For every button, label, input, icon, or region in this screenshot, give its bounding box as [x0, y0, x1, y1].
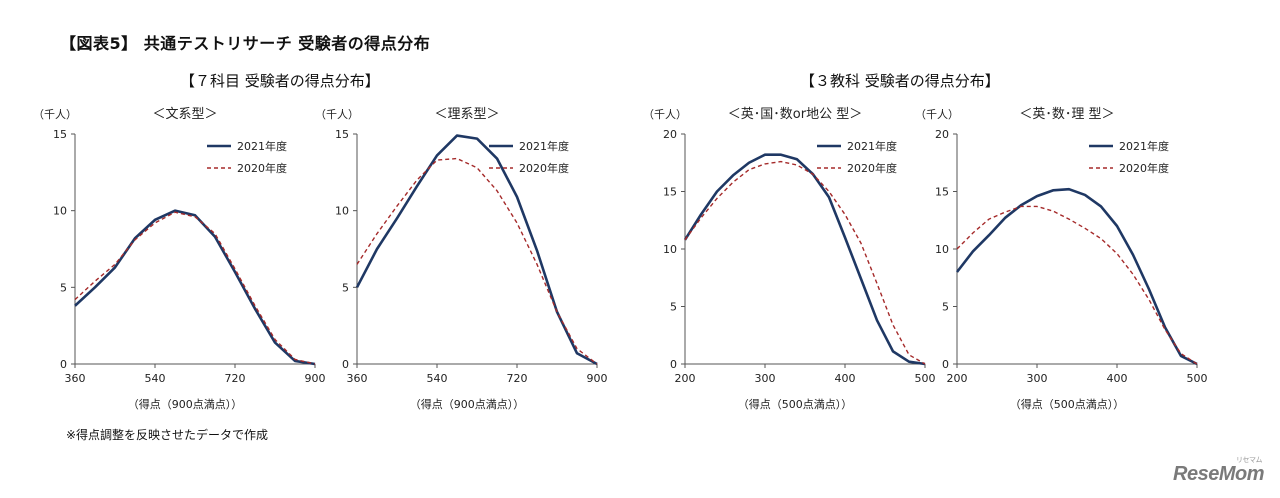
x-tick-label: 300 — [1027, 372, 1048, 385]
y-tick-label: 0 — [60, 358, 67, 371]
y-axis-unit-label: （千人） — [33, 108, 77, 121]
x-axis-label: （得点（500点満点）） — [738, 398, 853, 411]
x-tick-label: 360 — [347, 372, 368, 385]
series-line-2020 — [684, 160, 926, 365]
x-tick-label: 720 — [225, 372, 246, 385]
logo-subtext: リセマム — [1236, 457, 1263, 464]
chart-rikei: ＜理系型＞ （千人） 0 5 10 15 360 540 720 900 （得点（900点満点）） 2… — [315, 107, 608, 411]
x-tick-label: 200 — [675, 372, 696, 385]
x-tick-label: 300 — [755, 372, 776, 385]
y-tick-label: 15 — [335, 128, 349, 141]
legend-label: 2020年度 — [519, 161, 569, 175]
y-tick-label: 20 — [935, 128, 949, 141]
legend-label: 2021年度 — [1119, 139, 1169, 153]
legend-label: 2021年度 — [237, 139, 287, 153]
logo-text: ReseMom — [1173, 463, 1264, 485]
x-tick-label: 720 — [507, 372, 528, 385]
chart-eikokusu: ＜英･国･数or地公 型＞ （千人） 0 5 10 15 20 200 300 400 500 （得点… — [643, 107, 936, 411]
y-tick-label: 0 — [670, 358, 677, 371]
y-tick-label: 5 — [60, 281, 67, 294]
x-tick-label: 500 — [1187, 372, 1208, 385]
x-tick-label: 540 — [427, 372, 448, 385]
chart-title: ＜英･国･数or地公 型＞ — [728, 107, 862, 122]
chart-title: ＜理系型＞ — [434, 107, 499, 122]
x-axis-label: （得点（900点満点）） — [128, 398, 243, 411]
group-title-3subjects: 【３教科 受験者の得点分布】 — [800, 72, 1000, 90]
series-line-2021 — [955, 187, 1198, 366]
y-tick-label: 15 — [53, 128, 67, 141]
y-tick-label: 10 — [335, 205, 349, 218]
x-tick-label: 360 — [65, 372, 86, 385]
footnote: ※得点調整を反映させたデータで作成 — [66, 428, 269, 442]
x-tick-label: 200 — [947, 372, 968, 385]
chart-eisuri: ＜英･数･理 型＞ （千人） 0 5 10 15 20 200 300 400 500 （得点（500… — [915, 107, 1208, 411]
figure-title: 【図表5】 共通テストリサーチ 受験者の得点分布 — [60, 34, 431, 53]
x-axis-label: （得点（900点満点）） — [410, 398, 525, 411]
y-tick-label: 15 — [663, 186, 677, 199]
y-tick-label: 5 — [342, 281, 349, 294]
series-line-2020 — [356, 157, 598, 365]
y-tick-label: 0 — [942, 358, 949, 371]
series-line-2020 — [74, 211, 316, 365]
chart-bunkei: ＜文系型＞ （千人） 0 5 10 15 360 540 720 900 （得点（900点満点）） 2… — [33, 107, 326, 411]
series-line-2020 — [956, 205, 1198, 365]
legend-label: 2020年度 — [237, 161, 287, 175]
y-axis-unit-label: （千人） — [915, 108, 959, 121]
y-tick-label: 5 — [670, 301, 677, 314]
y-axis-unit-label: （千人） — [315, 108, 359, 121]
x-tick-label: 900 — [587, 372, 608, 385]
series-line-2021 — [74, 209, 316, 366]
legend-label: 2021年度 — [519, 139, 569, 153]
x-tick-label: 500 — [915, 372, 936, 385]
y-tick-label: 0 — [342, 358, 349, 371]
x-tick-label: 400 — [835, 372, 856, 385]
chart-title: ＜英･数･理 型＞ — [1019, 107, 1114, 122]
legend-label: 2021年度 — [847, 139, 897, 153]
x-tick-label: 900 — [305, 372, 326, 385]
legend-label: 2020年度 — [1119, 161, 1169, 175]
y-tick-label: 15 — [935, 186, 949, 199]
legend-label: 2020年度 — [847, 161, 897, 175]
y-tick-label: 20 — [663, 128, 677, 141]
x-axis-label: （得点（500点満点）） — [1010, 398, 1125, 411]
group-title-7subjects: 【７科目 受験者の得点分布】 — [180, 72, 380, 90]
y-tick-label: 10 — [53, 205, 67, 218]
x-tick-label: 400 — [1107, 372, 1128, 385]
y-tick-label: 10 — [663, 243, 677, 256]
resemom-logo: ReseMom リセマム — [1173, 457, 1264, 486]
chart-title: ＜文系型＞ — [152, 107, 217, 122]
x-tick-label: 540 — [145, 372, 166, 385]
y-tick-label: 5 — [942, 301, 949, 314]
series-line-2021 — [683, 153, 926, 366]
y-axis-unit-label: （千人） — [643, 108, 687, 121]
y-tick-label: 10 — [935, 243, 949, 256]
